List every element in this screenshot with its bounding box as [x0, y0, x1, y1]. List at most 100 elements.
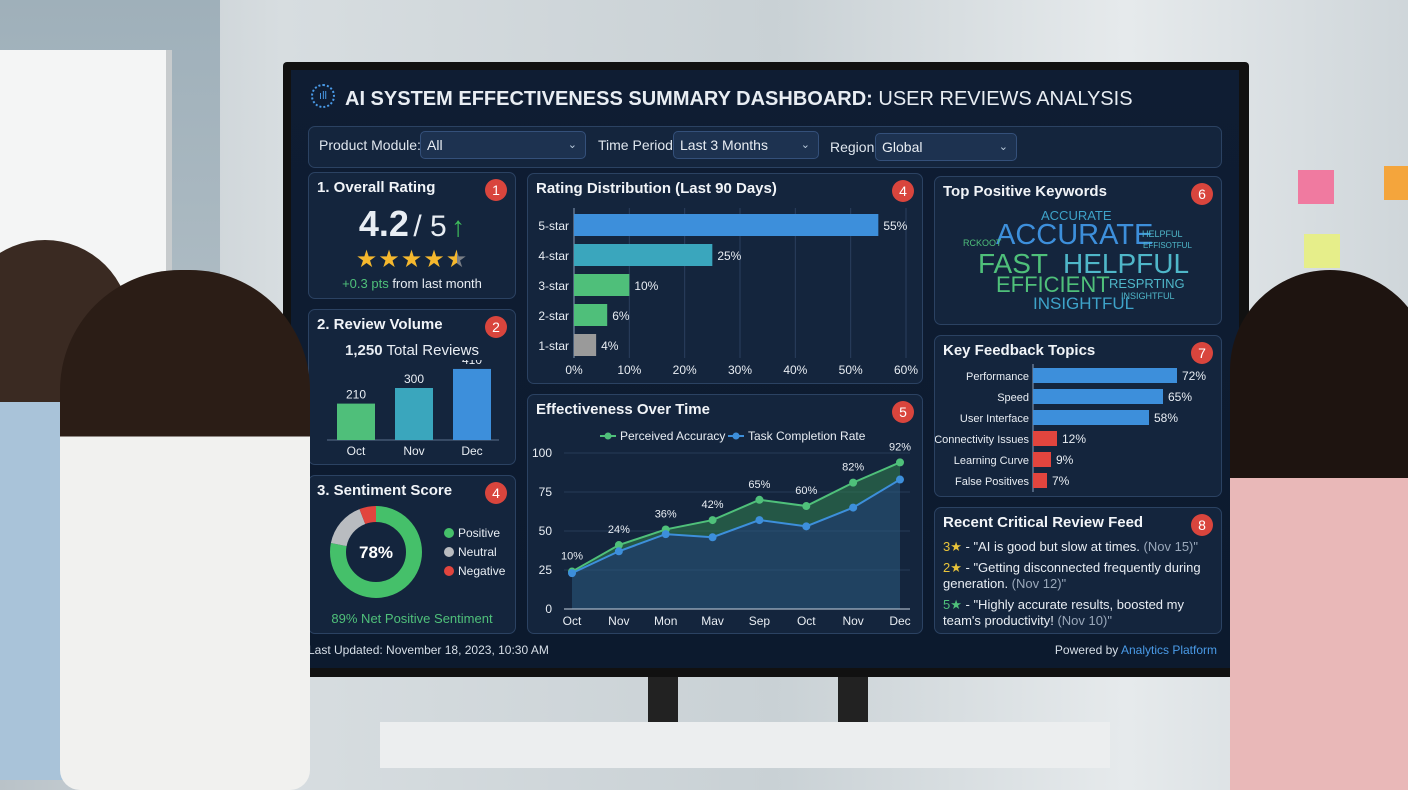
keywords-panel: Top Positive Keywords 6 ACCURATE ACCURATE… — [934, 176, 1222, 325]
data-label: 65% — [748, 479, 770, 491]
bar-label: 6% — [612, 309, 630, 323]
data-label: 24% — [608, 524, 630, 536]
panel-title: Recent Critical Review Feed — [943, 514, 1144, 531]
x-tick-label: 0% — [565, 363, 583, 377]
data-point — [614, 541, 623, 550]
y-tick-label: 4-star — [538, 249, 569, 263]
data-point — [802, 522, 811, 531]
keyword: INSIGHTFUL — [1121, 291, 1175, 301]
data-point — [568, 569, 576, 578]
y-tick-label: 2-star — [538, 309, 569, 323]
star-icon: ★ — [445, 246, 469, 273]
keyword: RESPRTING — [1109, 276, 1185, 291]
topic-label: Learning Curve — [954, 455, 1029, 467]
filter-bar: Product Module: All ⌄ Time Period: Last 3… — [308, 126, 1222, 168]
volume-bar — [395, 388, 433, 440]
keyword: HELPFUL — [1142, 229, 1183, 239]
star-icon: ★ — [400, 246, 424, 273]
x-tick-label: 60% — [894, 363, 918, 377]
page-title: AI SYSTEM EFFECTIVENESS SUMMARY DASHBOAR… — [345, 88, 1133, 110]
review-item[interactable]: 3★ - "AI is good but slow at times. (Nov… — [943, 539, 1198, 554]
bar-label: 410 — [462, 360, 482, 367]
bar-label: 55% — [883, 219, 907, 233]
data-label: 60% — [795, 485, 817, 497]
y-tick-label: 100 — [532, 446, 552, 460]
data-label: 92% — [889, 441, 911, 453]
data-point — [755, 495, 764, 504]
topic-bar — [1033, 431, 1057, 446]
y-tick-label: 1-star — [538, 339, 569, 353]
data-label: 36% — [655, 508, 677, 520]
product-module-select[interactable]: All ⌄ — [420, 131, 586, 159]
time-period-select[interactable]: Last 3 Months ⌄ — [673, 131, 819, 159]
legend-label: Positive — [458, 526, 500, 540]
review-item[interactable]: 2★ - "Getting disconnected frequently du… — [943, 560, 1201, 591]
filter-label: Product Module: — [319, 137, 421, 153]
region-select[interactable]: Global ⌄ — [875, 133, 1017, 161]
x-tick-label: Oct — [563, 614, 582, 628]
keyword: ACCURATE — [1041, 208, 1112, 223]
bar-label: 4% — [601, 339, 619, 353]
feedback-topics-panel: Key Feedback Topics 7 Performance 72% Spee… — [934, 335, 1222, 497]
x-tick-label: Nov — [608, 614, 629, 628]
panel-badge: 6 — [1191, 183, 1213, 205]
sticky-note — [1384, 166, 1408, 200]
legend-swatch — [444, 528, 454, 538]
topic-bar — [1033, 410, 1149, 425]
panel-title: 2. Review Volume — [317, 316, 443, 333]
accuracy-area — [572, 462, 900, 574]
donut-center-label: 78% — [359, 543, 393, 562]
x-tick-label: 30% — [728, 363, 752, 377]
distribution-bar — [574, 244, 713, 266]
panel-badge: 2 — [485, 316, 507, 338]
bar-label: 7% — [1052, 474, 1070, 488]
keyword: RCKOOT — [963, 238, 1002, 248]
platform-link[interactable]: Analytics Platform — [1120, 643, 1217, 657]
legend-label: Neutral — [458, 545, 497, 559]
y-tick-label: 3-star — [538, 279, 569, 293]
panel-badge: 1 — [485, 179, 507, 201]
table — [380, 722, 1110, 768]
series-line — [571, 478, 901, 575]
distribution-bar — [574, 304, 608, 326]
sentiment-donut: Positive Neutral Negative 78% — [330, 506, 506, 598]
data-point — [661, 530, 670, 539]
rating-distribution-panel: Rating Distribution (Last 90 Days) 4 0% 1… — [527, 173, 923, 384]
review-item[interactable]: 5★ - "Highly accurate results, boosted m… — [943, 597, 1184, 628]
star-icon: ★ — [423, 246, 446, 273]
legend-label: Negative — [458, 564, 506, 578]
data-point — [755, 516, 764, 525]
star-icon: ★ — [355, 246, 379, 273]
topic-bar — [1033, 368, 1177, 383]
effectiveness-chart: 0 25 50 75 100 Oct Nov Mon Mav Sep Oct Nov Dec 10% 24%… — [532, 429, 911, 628]
rating-value: 4.2 / 5 ↑ — [358, 203, 466, 244]
x-tick-label: 20% — [673, 363, 697, 377]
distribution-bar — [574, 214, 879, 236]
panel-badge: 5 — [892, 401, 914, 423]
effectiveness-panel: Effectiveness Over Time 5 0 25 50 75 100 Oct N… — [527, 394, 923, 634]
distribution-bar — [574, 274, 630, 296]
topics-chart: Performance 72% Speed 65% User Interface 58% C… — [935, 364, 1206, 492]
data-point — [849, 503, 858, 512]
keyword: EFFISOTFUL — [1143, 241, 1192, 250]
topic-label: Connectivity Issues — [935, 434, 1029, 446]
sentiment-footer: 89% Net Positive Sentiment — [331, 611, 493, 626]
person — [1230, 270, 1408, 790]
x-tick-label: 40% — [783, 363, 807, 377]
bar-label: 300 — [404, 372, 424, 386]
arrow-up-icon: ↑ — [451, 211, 466, 242]
data-point — [614, 547, 623, 556]
data-point — [708, 533, 717, 542]
panel-title: Rating Distribution (Last 90 Days) — [536, 180, 777, 197]
legend-marker — [732, 432, 740, 440]
x-tick-label: Sep — [749, 614, 771, 628]
y-tick-label: 5-star — [538, 219, 569, 233]
person — [60, 270, 310, 790]
volume-bar — [453, 368, 491, 440]
total-reviews: 1,250 Total Reviews — [345, 342, 479, 359]
legend-marker — [604, 432, 612, 440]
bar-label: 25% — [717, 249, 741, 263]
legend-label: Task Completion Rate — [748, 429, 866, 443]
distribution-bar — [574, 334, 597, 356]
chevron-down-icon: ⌄ — [998, 141, 1008, 153]
